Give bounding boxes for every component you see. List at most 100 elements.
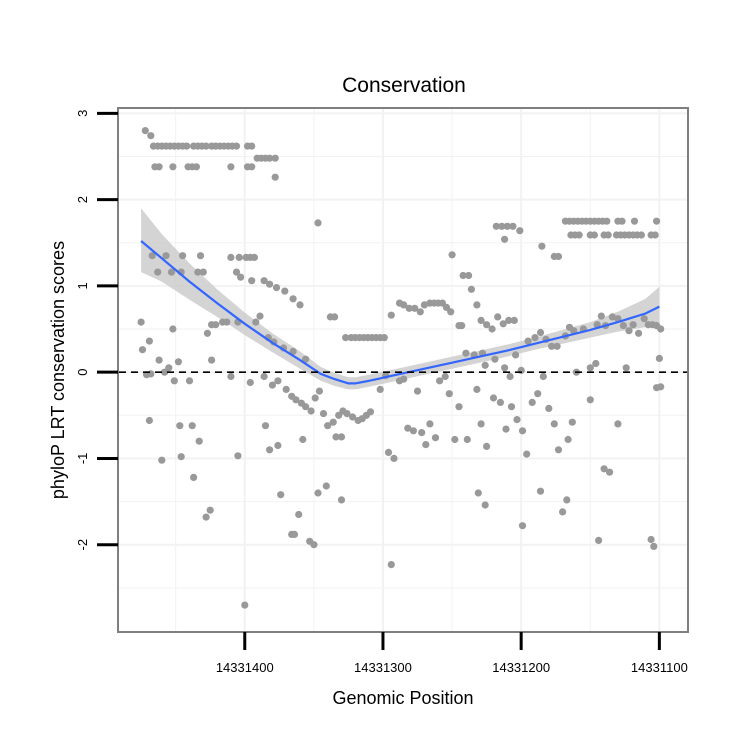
data-point — [192, 163, 200, 171]
data-point — [528, 398, 536, 406]
data-point — [176, 422, 184, 430]
data-point — [564, 435, 572, 444]
data-point — [534, 390, 542, 398]
x-tick-label: 14331100 — [631, 660, 688, 675]
data-point — [261, 422, 270, 430]
data-point — [473, 385, 481, 393]
data-point — [590, 231, 599, 239]
data-point — [158, 456, 166, 464]
data-point — [400, 375, 408, 383]
data-point — [426, 420, 434, 428]
x-tick-label: 14331300 — [354, 660, 412, 675]
data-point — [509, 222, 517, 230]
y-tick-label: 3 — [75, 110, 90, 117]
data-point — [227, 163, 235, 171]
data-point — [488, 325, 496, 333]
data-point — [411, 304, 419, 312]
data-point — [455, 403, 463, 411]
data-point — [266, 446, 274, 454]
data-point — [145, 416, 153, 425]
data-point — [655, 354, 664, 362]
data-point — [206, 506, 214, 514]
data-point — [448, 251, 456, 259]
smooth-line-layer — [140, 240, 660, 385]
data-point — [314, 219, 322, 227]
data-point — [603, 217, 611, 225]
data-point — [324, 422, 332, 430]
data-point — [635, 329, 643, 337]
data-point — [271, 154, 279, 162]
data-point — [462, 349, 470, 357]
data-point — [431, 434, 440, 442]
data-point — [502, 425, 510, 433]
data-point — [292, 396, 300, 404]
data-point — [498, 222, 506, 230]
data-point — [445, 390, 453, 398]
data-point — [640, 315, 648, 323]
data-point — [404, 424, 412, 432]
data-point — [310, 541, 318, 549]
data-point — [202, 142, 210, 150]
data-point — [608, 313, 617, 321]
data-point — [246, 378, 254, 387]
data-point — [342, 334, 350, 342]
data-point — [349, 413, 357, 421]
data-point — [647, 535, 655, 544]
data-point — [481, 501, 489, 509]
data-point — [465, 271, 473, 280]
data-point — [289, 295, 297, 303]
data-point — [155, 356, 163, 364]
data-point — [568, 418, 576, 426]
data-point — [145, 337, 153, 345]
data-point — [185, 377, 194, 385]
data-point — [266, 154, 274, 162]
data-point — [199, 268, 207, 276]
data-point — [232, 268, 241, 276]
data-point — [536, 487, 545, 495]
data-point — [315, 387, 323, 395]
y-tick-label: -2 — [75, 539, 90, 551]
data-point — [518, 427, 527, 435]
data-point — [311, 394, 319, 402]
data-point — [248, 163, 256, 171]
data-point — [384, 448, 393, 456]
data-point — [196, 252, 205, 260]
data-point — [237, 273, 245, 281]
data-point — [203, 329, 211, 337]
data-point — [604, 231, 612, 239]
data-point — [154, 268, 162, 276]
data-point — [592, 359, 600, 368]
data-point — [524, 337, 532, 345]
data-point — [148, 252, 156, 260]
data-point — [400, 301, 408, 309]
data-point — [506, 372, 514, 381]
data-point — [177, 453, 185, 461]
data-point — [492, 222, 500, 230]
data-point — [563, 496, 571, 504]
data-point — [536, 328, 545, 337]
data-point — [337, 496, 346, 504]
data-point — [387, 311, 395, 319]
data-point — [208, 356, 216, 364]
data-point — [137, 318, 145, 326]
data-point — [622, 364, 630, 372]
data-point — [651, 231, 659, 239]
data-point — [248, 142, 256, 150]
data-point — [463, 435, 471, 444]
data-point — [322, 482, 330, 490]
data-point — [458, 322, 466, 330]
data-point — [409, 427, 417, 435]
data-point — [473, 301, 481, 309]
x-axis: 14331400 14331300 14331200 14331100 — [216, 632, 688, 675]
data-point — [232, 142, 241, 150]
data-point — [447, 308, 455, 316]
data-point — [559, 508, 567, 516]
data-point — [503, 222, 511, 230]
y-tick-label: 1 — [75, 282, 90, 289]
data-point — [295, 510, 303, 519]
data-point — [183, 142, 191, 150]
data-point — [260, 372, 268, 381]
data-point — [499, 320, 507, 328]
data-point — [496, 398, 504, 406]
data-point — [296, 301, 304, 309]
